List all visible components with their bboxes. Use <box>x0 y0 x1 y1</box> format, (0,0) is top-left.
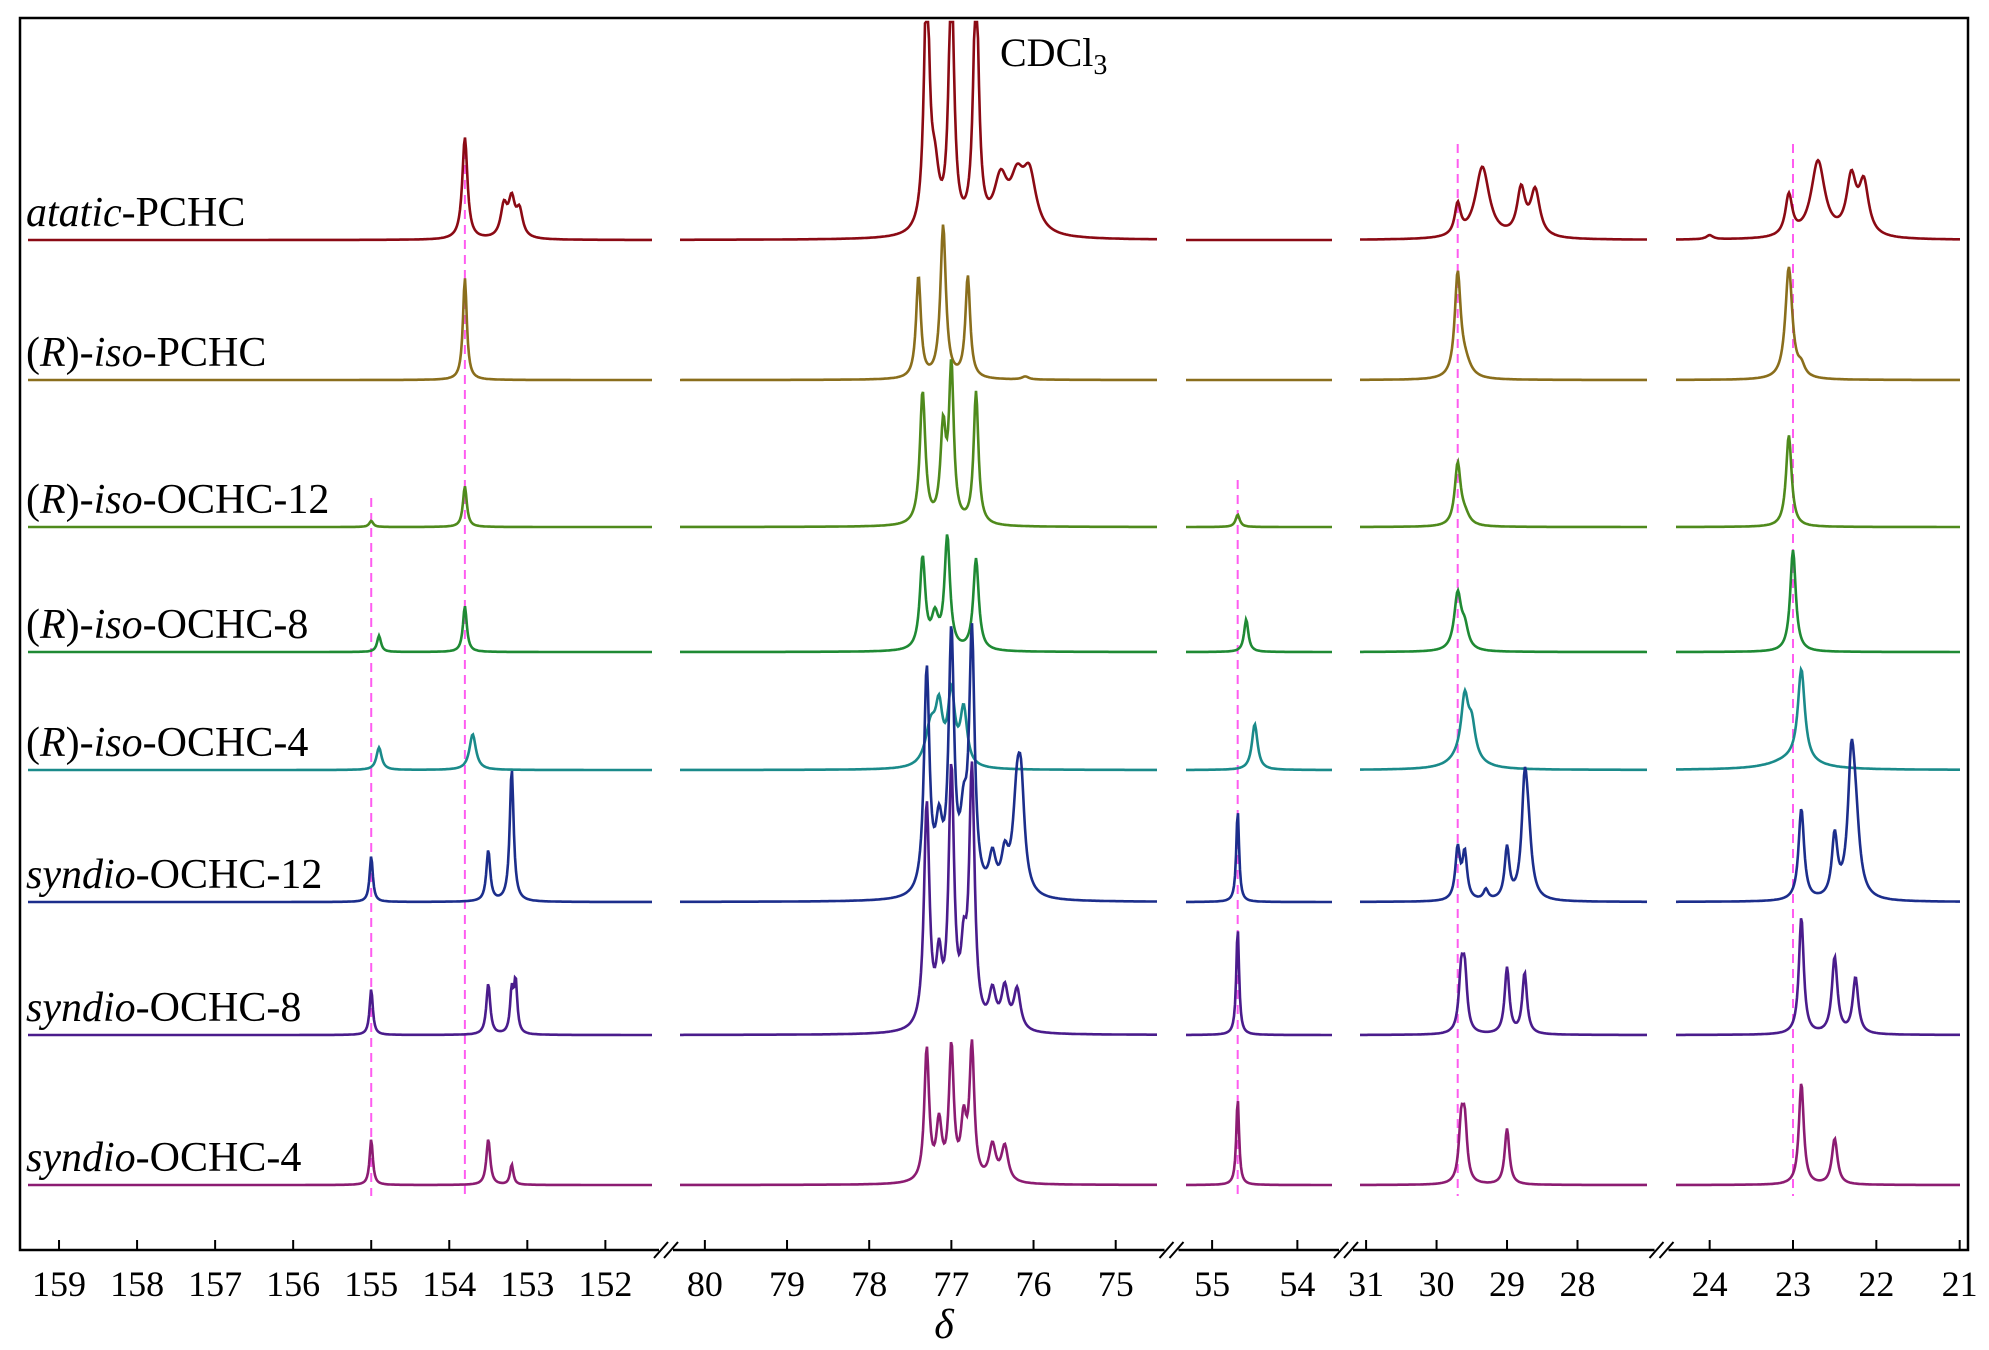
solvent-annotation: CDCl3 <box>1000 30 1107 81</box>
x-tick-label: 30 <box>1419 1264 1455 1304</box>
plot-frame <box>18 16 1970 1252</box>
x-axis: 159 158 157 156 155 154 153 152 80 79 78 77 76 75 55 54… <box>32 1240 1978 1304</box>
series-label: syndio-OCHC-4 <box>26 1135 301 1181</box>
series-label: (R)-iso-OCHC-8 <box>26 602 308 648</box>
x-tick-label: 154 <box>422 1264 476 1304</box>
x-tick-label: 156 <box>266 1264 320 1304</box>
x-tick-label: 31 <box>1348 1264 1384 1304</box>
spectrum-trace <box>1360 952 1647 1037</box>
axis-break-mark <box>663 1241 679 1259</box>
spectrum-trace <box>1676 158 1960 241</box>
spectrum-trace <box>1676 549 1960 654</box>
spectrum-trace <box>1676 738 1960 904</box>
x-tick-label: 54 <box>1279 1264 1315 1304</box>
spectrum-trace <box>1186 813 1332 904</box>
spectrum-trace <box>28 278 652 382</box>
axis-break-mark <box>1168 1241 1185 1259</box>
x-tick-label: 79 <box>769 1264 805 1304</box>
spectrum-trace <box>28 770 652 904</box>
spectrum-trace <box>1186 1101 1332 1187</box>
spectrum-trace <box>28 605 652 654</box>
x-tick-label: 158 <box>110 1264 164 1304</box>
spectrum-trace <box>1676 1083 1960 1187</box>
axis-break-mark <box>653 1241 669 1259</box>
spectrum-trace <box>1676 266 1960 382</box>
series-label: syndio-OCHC-8 <box>26 985 301 1031</box>
axis-break-gap <box>1339 1242 1353 1258</box>
axis-break-gap <box>1164 1242 1179 1258</box>
x-tick-label: 24 <box>1692 1264 1728 1304</box>
x-tick-label: 157 <box>188 1264 242 1304</box>
spectrum-trace <box>1676 917 1960 1037</box>
spectrum-trace <box>1360 1102 1647 1187</box>
spectrum-trace <box>1360 686 1647 772</box>
x-tick-label: 22 <box>1858 1264 1894 1304</box>
axis-break-mark <box>1333 1241 1349 1259</box>
spectrum-trace <box>28 974 652 1037</box>
series-label: atatic-PCHC <box>26 190 245 236</box>
axis-break-mark <box>1648 1241 1665 1259</box>
x-tick-label: 152 <box>578 1264 632 1304</box>
x-tick-label: 77 <box>933 1264 969 1304</box>
spectrum-trace <box>28 137 652 242</box>
spectrum-trace <box>1360 457 1647 529</box>
x-tick-label: 78 <box>851 1264 887 1304</box>
spectrum-trace <box>1676 665 1960 771</box>
spectrum-trace <box>1360 586 1647 654</box>
spectrum-trace <box>1360 766 1647 904</box>
axis-break-mark <box>1343 1241 1359 1259</box>
x-tick-label: 23 <box>1775 1264 1811 1304</box>
series-label: (R)-iso-OCHC-12 <box>26 477 329 523</box>
spectrum-trace <box>680 224 1157 382</box>
spectrum-trace <box>1360 270 1647 382</box>
spectrum-trace <box>680 681 1157 772</box>
spectrum-trace <box>1186 931 1332 1037</box>
x-tick-label: 155 <box>344 1264 398 1304</box>
x-tick-label: 21 <box>1942 1264 1978 1304</box>
reference-lines <box>370 144 1794 1196</box>
x-tick-label: 153 <box>500 1264 554 1304</box>
x-axis-title: δ <box>934 1302 955 1348</box>
spectrum-trace <box>680 1039 1157 1187</box>
x-tick-label: 75 <box>1098 1264 1134 1304</box>
x-tick-label: 55 <box>1194 1264 1230 1304</box>
series-label: (R)-iso-OCHC-4 <box>26 720 308 766</box>
series-label: syndio-OCHC-12 <box>26 852 322 898</box>
spectrum-trace <box>1360 165 1647 241</box>
spectrum-trace <box>28 732 652 772</box>
spectra-traces <box>28 20 1960 1187</box>
series-label: (R)-iso-PCHC <box>26 330 266 376</box>
x-tick-label: 28 <box>1559 1264 1595 1304</box>
spectrum-trace <box>1186 512 1332 529</box>
spectrum-trace <box>680 534 1157 654</box>
axis-break-mark <box>1658 1241 1675 1259</box>
spectrum-trace <box>680 20 1157 242</box>
spectrum-trace <box>28 1139 652 1187</box>
x-tick-label: 29 <box>1489 1264 1525 1304</box>
axis-break-gap <box>659 1242 673 1258</box>
axis-break-mark <box>1158 1241 1175 1259</box>
spectrum-trace <box>680 761 1157 1037</box>
spectrum-trace <box>28 486 652 529</box>
series-labels: atatic-PCHC (R)-iso-PCHC (R)-iso-OCHC-12 (R… <box>26 190 329 1181</box>
spectrum-trace <box>680 623 1157 904</box>
spectrum-trace <box>1186 614 1332 654</box>
x-tick-label: 159 <box>32 1264 86 1304</box>
spectrum-trace <box>1676 435 1960 529</box>
spectrum-trace <box>680 359 1157 529</box>
axis-break-gap <box>1654 1242 1669 1258</box>
spectrum-trace <box>1186 720 1332 772</box>
x-tick-label: 80 <box>687 1264 723 1304</box>
x-tick-label: 76 <box>1016 1264 1052 1304</box>
